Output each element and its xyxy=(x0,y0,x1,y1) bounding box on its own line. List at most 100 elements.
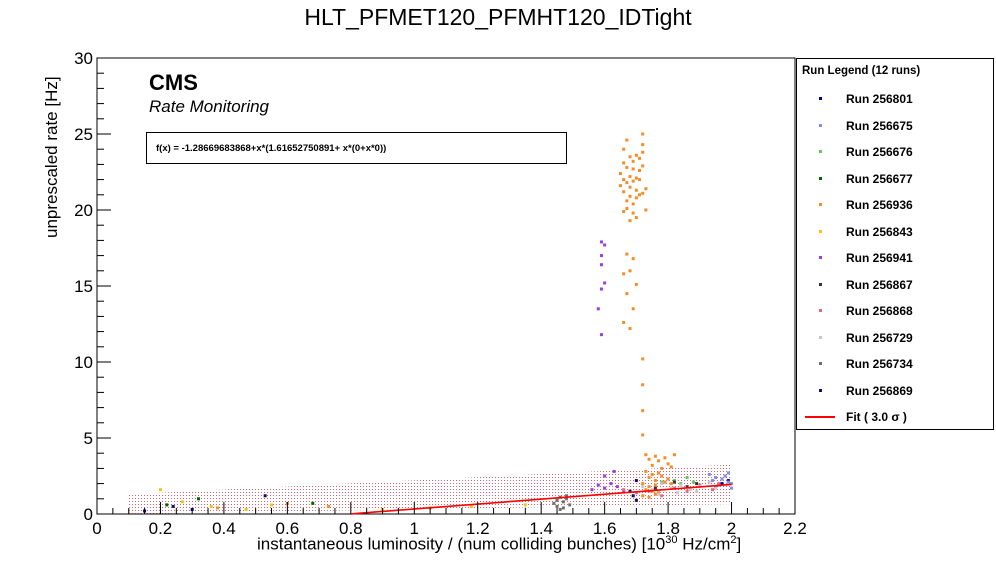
data-point-6-12 xyxy=(615,485,619,489)
data-point-4-71 xyxy=(644,488,648,492)
legend-marker-5 xyxy=(819,229,822,233)
legend-marker-6 xyxy=(819,256,822,259)
data-point-4-31 xyxy=(641,143,645,147)
data-point-8-1 xyxy=(634,491,638,495)
data-point-4-18 xyxy=(628,175,632,179)
data-point-4-25 xyxy=(622,147,626,151)
data-point-0-3 xyxy=(720,482,724,486)
data-point-9-3 xyxy=(669,486,673,490)
data-point-3-2 xyxy=(311,501,315,505)
data-point-4-59 xyxy=(669,465,673,469)
data-point-10-3 xyxy=(561,500,565,504)
x-tick-label-0: 0 xyxy=(92,519,101,538)
data-point-6-1 xyxy=(599,254,603,258)
data-point-4-8 xyxy=(625,199,629,203)
x-tick-label-4: 0.8 xyxy=(339,519,363,538)
legend-label-11: Run 256869 xyxy=(846,383,913,398)
data-point-6-14 xyxy=(603,474,607,478)
legend-label-6: Run 256941 xyxy=(846,251,913,265)
data-point-4-75 xyxy=(657,491,661,495)
legend-item-5: Run 256843 xyxy=(797,223,993,243)
data-point-5-8 xyxy=(523,503,527,507)
data-point-4-50 xyxy=(641,433,645,437)
legend-marker-3 xyxy=(819,176,822,180)
data-point-10-1 xyxy=(555,498,559,502)
data-point-4-24 xyxy=(619,184,622,188)
data-point-4-66 xyxy=(660,474,664,478)
data-point-7-3 xyxy=(653,486,657,490)
data-point-4-47 xyxy=(641,357,645,361)
data-point-4-54 xyxy=(653,454,657,458)
data-point-4-32 xyxy=(625,138,629,142)
data-point-6-0 xyxy=(599,240,603,244)
data-point-4-37 xyxy=(628,219,632,223)
data-point-9-5 xyxy=(688,488,692,492)
data-point-4-13 xyxy=(641,164,645,168)
x-tick-label-5: 1 xyxy=(410,519,419,538)
legend-marker-0 xyxy=(819,97,822,100)
data-point-2-2 xyxy=(672,479,676,483)
data-point-11-4 xyxy=(634,498,638,502)
data-point-4-45 xyxy=(634,282,638,286)
data-point-4-33 xyxy=(641,132,645,136)
legend-label-2: Run 256676 xyxy=(846,145,913,159)
data-point-4-68 xyxy=(666,477,670,481)
data-point-4-16 xyxy=(622,161,626,165)
data-point-4-36 xyxy=(622,210,626,214)
data-point-4-23 xyxy=(644,208,648,212)
data-point-9-8 xyxy=(657,492,661,496)
data-point-4-21 xyxy=(638,178,642,182)
data-point-0-4 xyxy=(726,479,730,483)
data-point-7-2 xyxy=(695,482,699,486)
y-tick-label-0: 0 xyxy=(84,505,93,524)
data-point-4-4 xyxy=(634,176,638,180)
data-point-4-48 xyxy=(641,383,645,387)
data-point-5-2 xyxy=(209,504,213,508)
x-tick-label-10: 2 xyxy=(727,519,736,538)
y-tick-label-6: 30 xyxy=(74,49,93,68)
x-tick-label-9: 1.8 xyxy=(656,519,680,538)
data-point-10-4 xyxy=(565,497,569,501)
data-point-6-13 xyxy=(622,489,626,493)
x-axis-label-exponent: 30 xyxy=(665,534,678,546)
data-point-4-58 xyxy=(666,462,670,466)
data-point-4-5 xyxy=(638,193,642,197)
legend-item-9: Run 256729 xyxy=(797,329,993,349)
legend-item-0: Run 256801 xyxy=(797,90,993,110)
data-point-1-0 xyxy=(707,472,711,476)
chart-title: HLT_PFMET120_PFMHT120_IDTight xyxy=(304,4,692,30)
data-point-2-0 xyxy=(660,480,664,484)
x-tick-label-11: 2.2 xyxy=(783,519,807,538)
data-point-8-5 xyxy=(685,489,689,493)
legend-fit-line xyxy=(805,416,835,418)
data-point-4-0 xyxy=(622,178,626,182)
data-point-4-30 xyxy=(638,156,642,160)
data-point-2-4 xyxy=(685,476,689,480)
data-point-10-7 xyxy=(561,506,565,510)
legend-label-7: Run 256867 xyxy=(846,277,913,292)
data-point-4-14 xyxy=(644,187,648,191)
legend-title: Run Legend (12 runs) xyxy=(802,65,921,77)
data-point-4-81 xyxy=(327,504,331,508)
legend-marker-11 xyxy=(819,388,822,392)
data-point-4-40 xyxy=(628,269,632,273)
legend-item-7: Run 256867 xyxy=(797,276,993,296)
legend-marker-7 xyxy=(819,282,822,286)
legend-item-1: Run 256675 xyxy=(797,117,993,137)
data-point-4-70 xyxy=(641,482,645,486)
data-point-4-78 xyxy=(653,492,657,496)
y-tick-label-5: 25 xyxy=(74,125,93,144)
data-point-4-10 xyxy=(631,179,635,183)
x-axis-label-unit: Hz/cm xyxy=(677,534,731,554)
data-point-4-53 xyxy=(650,463,654,467)
data-point-4-29 xyxy=(634,188,638,192)
data-point-6-3 xyxy=(603,281,607,285)
x-tick-label-7: 1.4 xyxy=(529,519,553,538)
legend-marker-2 xyxy=(819,150,822,153)
legend-item-4: Run 256936 xyxy=(797,196,993,216)
data-point-9-4 xyxy=(679,483,683,487)
y-tick-label-4: 20 xyxy=(74,201,93,220)
data-point-4-64 xyxy=(653,479,657,483)
data-point-4-42 xyxy=(622,320,626,324)
data-point-11-3 xyxy=(634,479,638,483)
